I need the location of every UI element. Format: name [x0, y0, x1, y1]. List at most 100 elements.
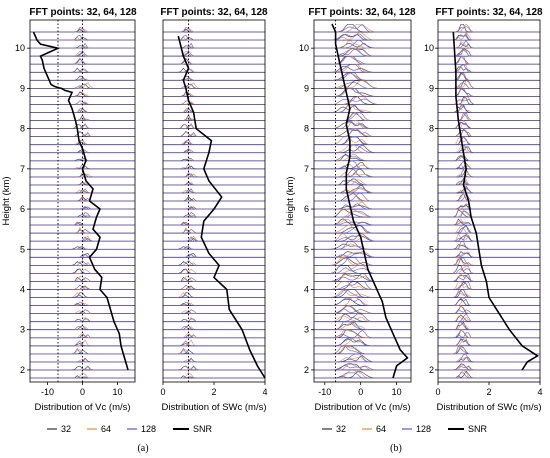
series-64-bin-8 — [163, 310, 265, 314]
snr-curve — [177, 35, 266, 379]
series-64-bin-19 — [438, 218, 540, 226]
series-32-bin-0 — [438, 370, 540, 379]
series-128-bin-39 — [163, 57, 265, 65]
series-128-bin-31 — [163, 123, 265, 129]
series-128-bin-12 — [163, 277, 265, 282]
series-32-bin-31 — [163, 124, 265, 129]
series-64-bin-14 — [438, 257, 540, 266]
series-128-bin-16 — [163, 246, 265, 250]
series-32-bin-6 — [438, 321, 540, 331]
series-128-bin-6 — [163, 325, 265, 331]
series-128-bin-22 — [314, 192, 411, 202]
series-128-bin-33 — [314, 104, 411, 113]
series-32-bin-8 — [438, 305, 540, 314]
series-64-bin-24 — [438, 179, 540, 186]
series-128-bin-40 — [314, 48, 411, 57]
y-tick-label-5: 7 — [429, 164, 434, 174]
series-64-bin-31 — [438, 120, 540, 129]
series-32-bin-9 — [438, 298, 540, 306]
series-64-bin-30 — [438, 128, 540, 137]
series-128-bin-11 — [163, 284, 265, 290]
series-128-bin-42 — [30, 34, 135, 41]
series-128-bin-9 — [30, 301, 135, 306]
series-64-bin-10 — [314, 289, 411, 298]
series-128-bin-4 — [30, 340, 135, 347]
series-32-bin-22 — [438, 193, 540, 202]
y-tick-label-5: 7 — [304, 164, 309, 174]
series-32-bin-11 — [438, 281, 540, 290]
series-64-bin-0 — [314, 369, 411, 379]
y-tick-label-5: 7 — [20, 164, 25, 174]
y-tick-label-4: 6 — [20, 204, 25, 214]
series-64-bin-20 — [314, 209, 411, 218]
y-axis-label: Height (km) — [1, 176, 12, 225]
series-128-bin-26 — [163, 163, 265, 170]
series-128-bin-5 — [163, 334, 265, 339]
panel-label-a: (a) — [137, 443, 148, 454]
series-128-bin-32 — [314, 112, 411, 121]
series-64-bin-13 — [438, 265, 540, 274]
series-32-bin-19 — [163, 221, 265, 226]
series-128-bin-2 — [438, 353, 540, 363]
series-32-bin-37 — [163, 75, 265, 81]
series-64-bin-39 — [438, 56, 540, 65]
series-128-bin-2 — [30, 357, 135, 363]
legend-label-SNR: SNR — [468, 424, 488, 434]
y-tick-label-2: 4 — [429, 284, 434, 294]
series-128-bin-36 — [314, 82, 411, 89]
series-128-bin-24 — [163, 181, 265, 186]
series-128-bin-16 — [30, 246, 135, 250]
legend-label-SNR: SNR — [193, 424, 213, 434]
series-128-bin-14 — [438, 257, 540, 266]
x-tick-label-0: 0 — [160, 387, 165, 397]
series-32-bin-37 — [438, 72, 540, 81]
series-128-bin-0 — [163, 376, 265, 379]
series-64-bin-5 — [438, 329, 540, 339]
series-128-bin-31 — [438, 121, 540, 129]
series-32-bin-26 — [438, 162, 540, 170]
series-128-bin-23 — [163, 188, 265, 194]
series-32-bin-15 — [438, 250, 540, 258]
series-128-bin-29 — [163, 139, 265, 146]
series-128-bin-0 — [438, 372, 540, 379]
series-128-bin-20 — [438, 211, 540, 218]
series-32-bin-17 — [438, 235, 540, 242]
series-64-bin-4 — [163, 339, 265, 347]
series-128-bin-3 — [438, 345, 540, 355]
series-32-bin-24 — [314, 178, 411, 186]
series-64-bin-2 — [314, 357, 411, 363]
y-tick-label-0: 2 — [429, 365, 434, 375]
series-128-bin-40 — [438, 49, 540, 57]
series-128-bin-5 — [314, 329, 411, 339]
series-32-bin-10 — [314, 289, 411, 298]
series-32-bin-39 — [438, 56, 540, 65]
series-64-bin-40 — [438, 47, 540, 57]
series-128-bin-36 — [163, 85, 265, 89]
series-64-bin-0 — [438, 369, 540, 379]
series-32-bin-19 — [438, 218, 540, 226]
series-128-bin-8 — [30, 309, 135, 314]
series-64-bin-36 — [438, 80, 540, 89]
legend-label-128: 128 — [416, 424, 431, 434]
series-32-bin-38 — [438, 66, 540, 73]
series-64-bin-4 — [438, 337, 540, 347]
series-64-bin-9 — [314, 297, 411, 306]
series-64-bin-19 — [163, 221, 265, 226]
series-128-bin-15 — [163, 253, 265, 258]
series-64-bin-43 — [438, 23, 540, 33]
series-128-bin-24 — [314, 180, 411, 186]
series-32-bin-17 — [163, 238, 265, 242]
series-64-bin-18 — [163, 227, 265, 234]
y-tick-label-0: 2 — [304, 365, 309, 375]
x-tick-label-0: -10 — [41, 387, 54, 397]
series-128-bin-18 — [30, 228, 135, 234]
series-128-bin-22 — [30, 198, 135, 202]
series-128-bin-19 — [314, 221, 411, 226]
series-64-bin-43 — [314, 23, 411, 33]
series-128-bin-12 — [314, 273, 411, 282]
series-128-bin-8 — [163, 309, 265, 314]
series-128-bin-27 — [438, 155, 540, 162]
series-64-bin-41 — [314, 40, 411, 49]
series-32-bin-13 — [314, 265, 411, 274]
panel-vc-b: FFT points: 32, 64, 128 -10 0 10 2 3 4 5 6 7 8 9 10 D… — [285, 7, 416, 413]
